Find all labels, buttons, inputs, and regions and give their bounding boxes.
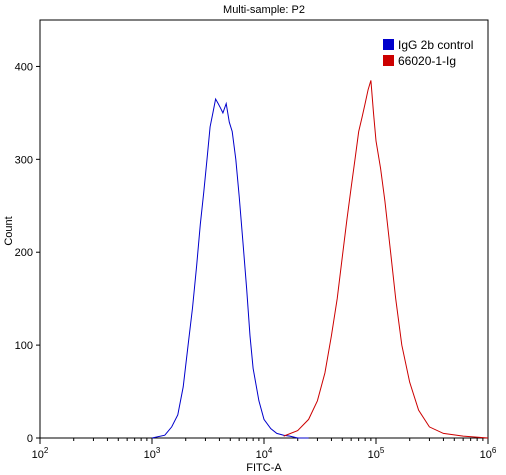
legend-swatch-igg-control bbox=[383, 39, 394, 50]
x-tick-label: 102 bbox=[32, 446, 49, 461]
series-line-1 bbox=[283, 80, 489, 439]
x-axis-label: FITC-A bbox=[246, 462, 282, 474]
y-tick-label: 0 bbox=[27, 433, 33, 445]
y-tick-label: 200 bbox=[15, 247, 33, 259]
legend-label-igg-control: IgG 2b control bbox=[398, 38, 473, 52]
x-tick-label: 106 bbox=[480, 446, 497, 461]
plot-area bbox=[39, 19, 489, 439]
y-axis-label: Count bbox=[3, 216, 15, 245]
legend-label-66020: 66020-1-Ig bbox=[398, 54, 456, 68]
series-lines bbox=[151, 80, 489, 439]
y-tick-label: 300 bbox=[15, 154, 33, 166]
x-tick-label: 104 bbox=[256, 446, 273, 461]
axis-ticks: 0 100 200 300 400 102 103 104 105 106 bbox=[15, 61, 497, 461]
x-tick-label: 103 bbox=[144, 446, 161, 461]
series-line-0 bbox=[151, 97, 309, 439]
legend: IgG 2b control 66020-1-Ig bbox=[383, 38, 473, 68]
x-tick-label: 105 bbox=[368, 446, 385, 461]
legend-swatch-66020 bbox=[383, 55, 394, 66]
chart-title: Multi-sample: P2 bbox=[223, 4, 305, 16]
y-tick-label: 100 bbox=[15, 340, 33, 352]
y-tick-label: 400 bbox=[15, 61, 33, 73]
